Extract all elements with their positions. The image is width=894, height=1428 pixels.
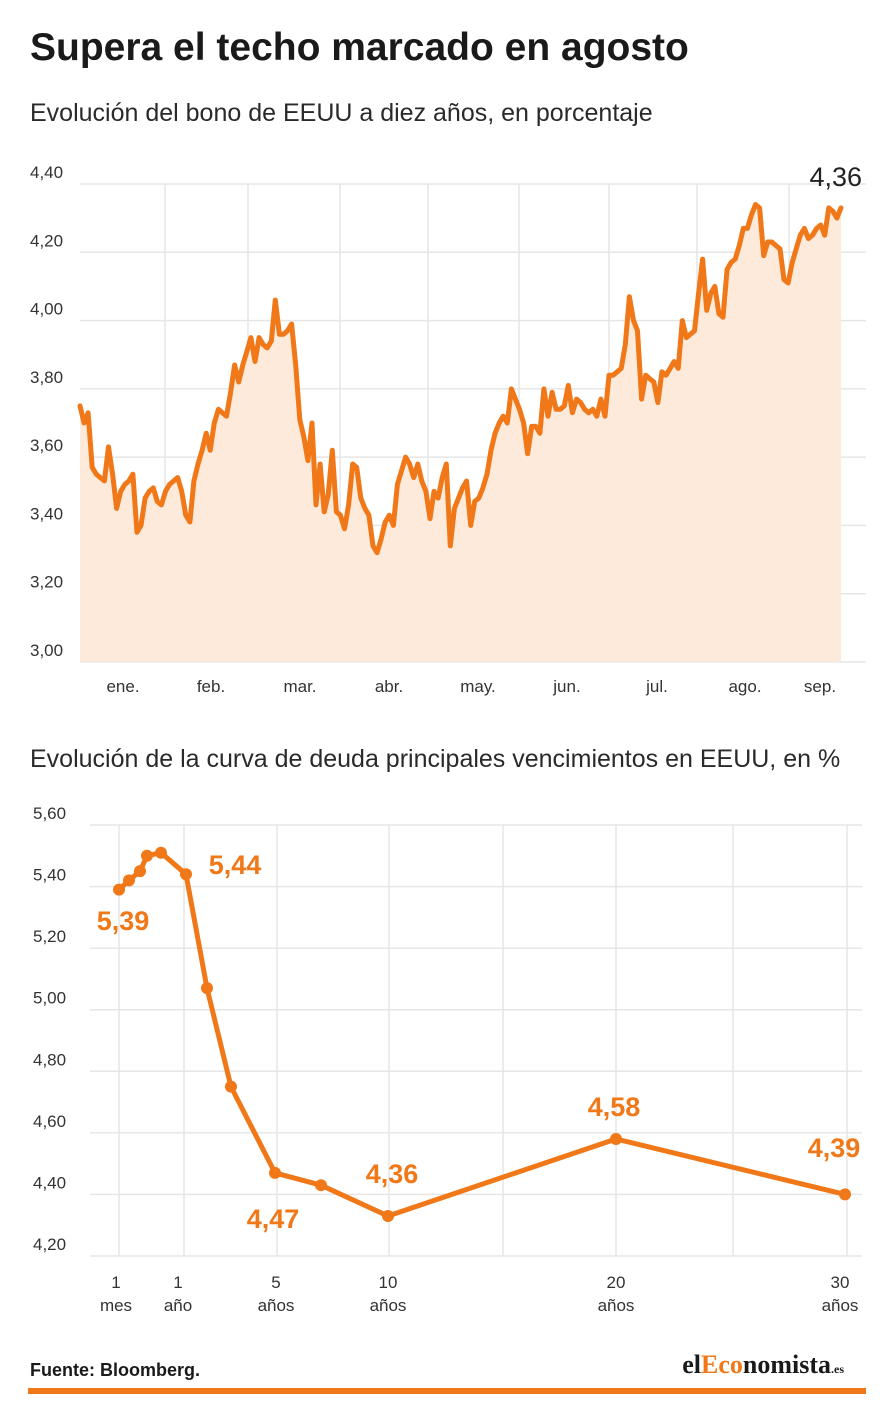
curve-point (225, 1080, 237, 1093)
data-label: 4,36 (366, 1159, 419, 1189)
y-tick-label: 4,20 (33, 1235, 66, 1254)
y-tick-label: 5,40 (33, 866, 66, 885)
page-title: Supera el techo marcado en agosto (30, 26, 689, 69)
logo-suffix: .es (831, 1362, 844, 1376)
x-tick-label: 1 (111, 1273, 120, 1292)
source-note: Fuente: Bloomberg. (30, 1360, 200, 1380)
y-tick-label: 3,80 (30, 368, 63, 387)
series-area (80, 204, 841, 662)
curve-point (201, 982, 213, 995)
x-tick-label: jul. (645, 677, 668, 696)
curve-line (116, 850, 848, 1219)
y-tick-label: 3,60 (30, 436, 63, 455)
y-tick-label: 4,60 (33, 1112, 66, 1131)
curve-point (155, 846, 167, 859)
curve-point (315, 1179, 327, 1192)
x-tick-label: 5 (271, 1273, 280, 1292)
curve-point (141, 849, 153, 862)
y-tick-label: 3,40 (30, 504, 63, 523)
y-tick-label: 4,20 (30, 231, 63, 250)
x-tick-label: sep. (804, 677, 836, 696)
chart2-title: Evolución de la curva de deuda principal… (30, 745, 841, 773)
y-tick-label: 3,00 (30, 641, 63, 660)
data-label: 5,44 (209, 850, 262, 880)
brand-logo: elEconomista.es (682, 1350, 844, 1380)
y-tick-label: 5,20 (33, 927, 66, 946)
curve-point (134, 865, 146, 878)
bond-10y-chart: 4,40 4,20 4,00 3,80 3,60 3,40 3,20 3,00 ene. feb.… (30, 162, 866, 696)
x-tick-label: 20 (607, 1273, 626, 1292)
x-tick-label: feb. (197, 677, 225, 696)
x-tick-unit: año (164, 1296, 192, 1315)
data-label: 5,39 (97, 906, 150, 936)
x-tick-unit: años (822, 1296, 859, 1315)
y-tick-label: 5,00 (33, 989, 66, 1008)
logo-prefix: el (682, 1350, 701, 1379)
x-tick-unit: años (370, 1296, 407, 1315)
x-tick-label: ene. (106, 677, 139, 696)
bottom-accent-bar (28, 1388, 866, 1394)
y-tick-label: 4,40 (30, 163, 63, 182)
y-tick-label: 4,80 (33, 1050, 66, 1069)
curve-point (180, 868, 192, 881)
data-label: 4,58 (588, 1092, 641, 1122)
x-tick-label: 10 (379, 1273, 398, 1292)
curve-point (113, 883, 125, 896)
logo-rest: nomista (742, 1350, 831, 1379)
y-tick-label: 5,60 (33, 804, 66, 823)
data-label: 4,47 (247, 1204, 300, 1234)
x-tick-label: 1 (173, 1273, 182, 1292)
y-tick-label: 4,40 (33, 1173, 66, 1192)
curve-point (382, 1209, 394, 1222)
curve-point (839, 1188, 851, 1201)
x-tick-unit: años (598, 1296, 635, 1315)
x-tick-label: abr. (375, 677, 403, 696)
x-tick-label: may. (460, 677, 496, 696)
logo-accent: Eco (700, 1350, 743, 1379)
curve-point (123, 874, 135, 887)
curve-point (610, 1133, 622, 1146)
x-tick-label: jun. (552, 677, 580, 696)
data-label: 4,39 (808, 1133, 861, 1163)
last-value-label: 4,36 (809, 162, 862, 192)
chart1-title: Evolución del bono de EEUU a diez años, … (30, 99, 653, 127)
y-tick-label: 3,20 (30, 573, 63, 592)
x-tick-label: ago. (728, 677, 761, 696)
series-line (77, 202, 844, 556)
x-tick-label: mar. (283, 677, 316, 696)
x-tick-unit: años (258, 1296, 295, 1315)
x-tick-label: 30 (831, 1273, 850, 1292)
x-tick-unit: mes (100, 1296, 132, 1315)
curve-point (269, 1166, 281, 1179)
y-tick-label: 4,00 (30, 300, 63, 319)
